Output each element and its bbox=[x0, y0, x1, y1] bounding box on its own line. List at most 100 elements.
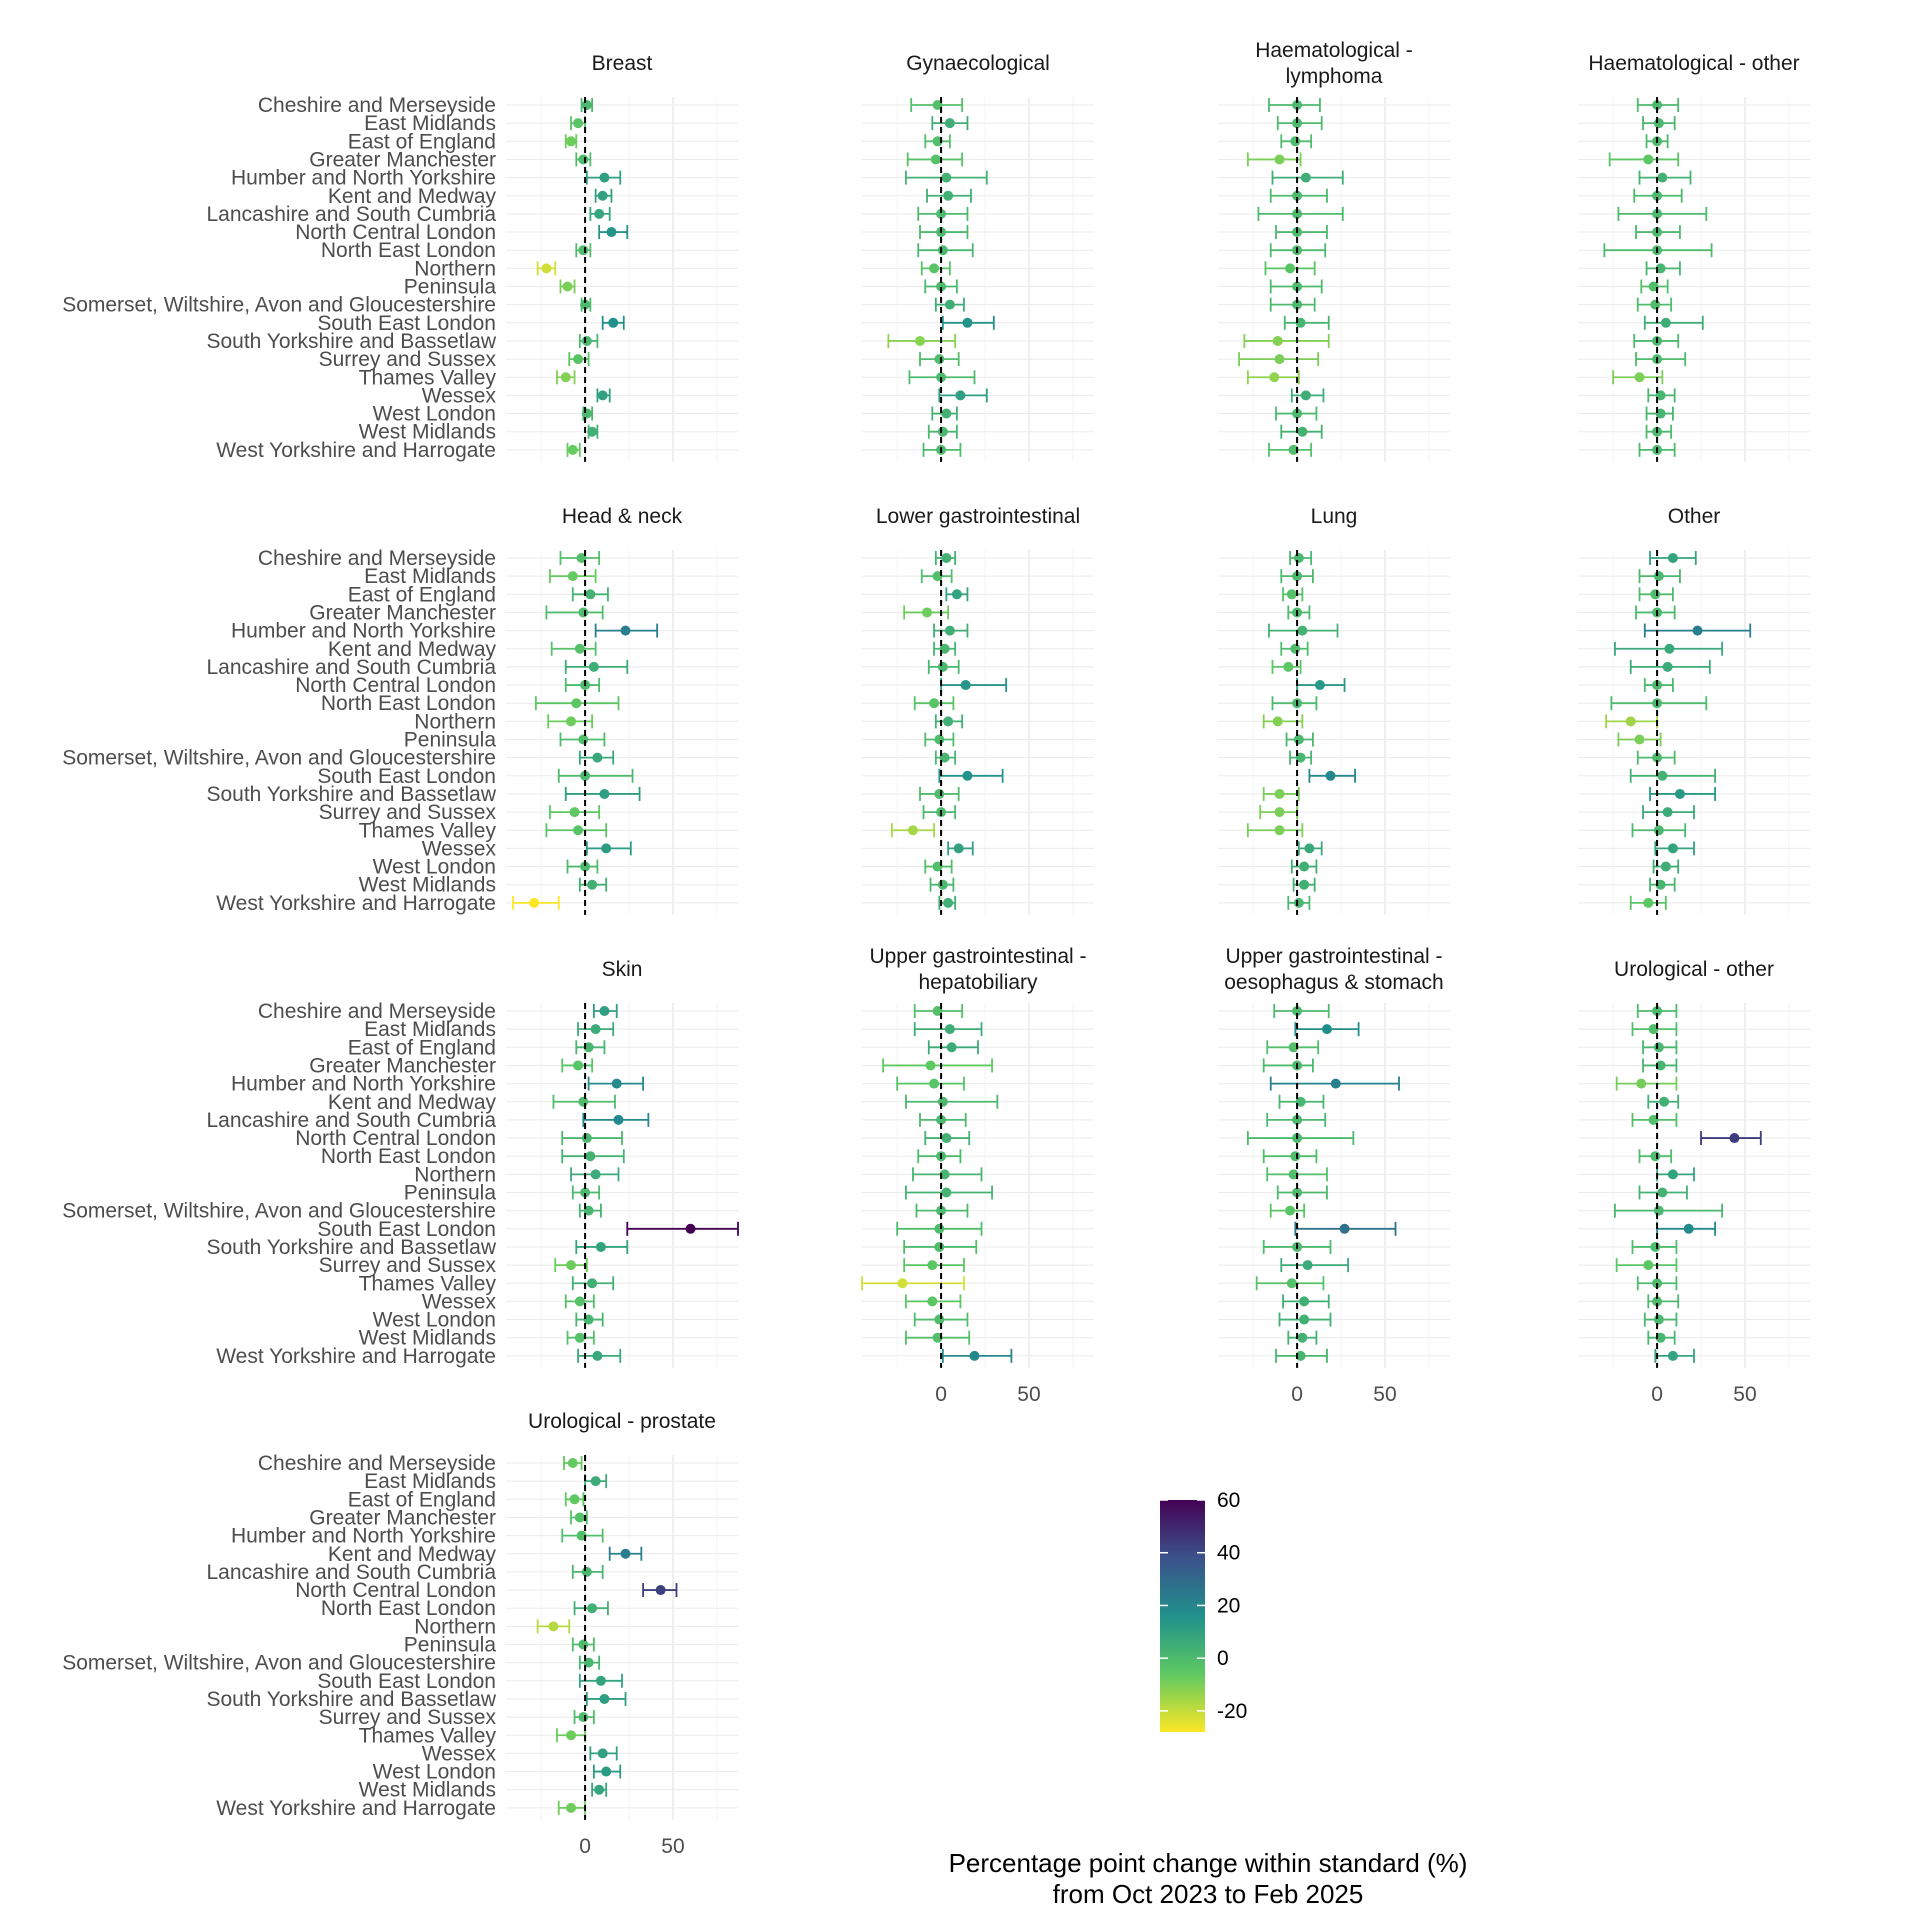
estimate-point bbox=[1655, 879, 1666, 890]
estimate-point bbox=[1293, 897, 1304, 908]
estimate-point bbox=[1653, 825, 1664, 836]
facet-title: Haematological - other bbox=[1588, 52, 1799, 75]
estimate-point bbox=[1683, 1223, 1694, 1234]
facet-title: Lower gastrointestinal bbox=[876, 505, 1080, 528]
region-label: Thames Valley bbox=[359, 1272, 497, 1295]
facet-title: Lung bbox=[1311, 505, 1358, 528]
estimate-point bbox=[613, 1114, 624, 1125]
estimate-point bbox=[574, 1296, 585, 1307]
estimate-point bbox=[1655, 390, 1666, 401]
region-label: Kent and Medway bbox=[328, 638, 497, 661]
facet-title: Breast bbox=[592, 52, 653, 75]
estimate-point bbox=[1295, 1096, 1306, 1107]
estimate-point bbox=[578, 1096, 589, 1107]
facet-panel: Other bbox=[1578, 505, 1810, 915]
estimate-point bbox=[955, 390, 966, 401]
estimate-point bbox=[1667, 553, 1678, 563]
region-label: West Midlands bbox=[359, 1327, 496, 1350]
estimate-point bbox=[939, 643, 950, 654]
x-axis-title-line: from Oct 2023 to Feb 2025 bbox=[1053, 1879, 1364, 1909]
estimate-point bbox=[599, 1006, 610, 1016]
estimate-point bbox=[939, 1169, 950, 1180]
x-tick-label: 0 bbox=[1291, 1383, 1303, 1406]
facet-panel: Lower gastrointestinal bbox=[862, 505, 1094, 915]
colorbar bbox=[1160, 1500, 1205, 1732]
estimate-point bbox=[581, 408, 592, 419]
region-label: Lancashire and South Cumbria bbox=[206, 656, 496, 679]
facet-panel: Urological - prostate Cheshire and Mersey… bbox=[62, 1410, 738, 1858]
estimate-point bbox=[1292, 118, 1303, 129]
estimate-point bbox=[655, 1585, 666, 1596]
region-label: Humber and North Yorkshire bbox=[231, 620, 496, 643]
estimate-point bbox=[936, 1114, 947, 1125]
region-label: South Yorkshire and Bassetlaw bbox=[206, 783, 496, 806]
estimate-point bbox=[934, 1223, 945, 1234]
estimate-point bbox=[929, 1078, 940, 1089]
estimate-point bbox=[588, 661, 599, 672]
estimate-point bbox=[1272, 335, 1283, 346]
region-label: North East London bbox=[321, 239, 496, 262]
estimate-point bbox=[1274, 354, 1285, 365]
region-label: Peninsula bbox=[404, 276, 497, 299]
estimate-point bbox=[1269, 372, 1280, 383]
region-label: West Midlands bbox=[359, 1779, 496, 1802]
estimate-point bbox=[1295, 1350, 1306, 1361]
estimate-point bbox=[1292, 299, 1303, 310]
estimate-point bbox=[608, 317, 619, 328]
estimate-point bbox=[1274, 825, 1285, 836]
estimate-point bbox=[581, 1133, 592, 1144]
region-label: South Yorkshire and Bassetlaw bbox=[206, 1236, 496, 1259]
estimate-point bbox=[1643, 897, 1654, 908]
estimate-point bbox=[1300, 172, 1311, 183]
estimate-point bbox=[941, 553, 952, 563]
estimate-point bbox=[1292, 190, 1303, 201]
estimate-point bbox=[1653, 571, 1664, 582]
facet-title: Skin bbox=[602, 958, 643, 981]
estimate-point bbox=[566, 1730, 577, 1741]
region-label: Wessex bbox=[422, 1742, 497, 1765]
region-label: Northern bbox=[414, 1163, 496, 1186]
colorbar-legend: 60 40 20 0 -20 bbox=[1160, 1489, 1247, 1732]
estimate-point bbox=[962, 317, 973, 328]
estimate-point bbox=[932, 136, 943, 147]
estimate-point bbox=[590, 1169, 601, 1180]
estimate-point bbox=[930, 154, 941, 165]
region-label: East of England bbox=[348, 1036, 496, 1059]
region-label: Somerset, Wiltshire, Avon and Gloucester… bbox=[62, 1200, 496, 1223]
estimate-point bbox=[578, 245, 589, 256]
x-tick-label: 0 bbox=[579, 1835, 591, 1858]
estimate-point bbox=[1667, 1169, 1678, 1180]
estimate-point bbox=[592, 752, 603, 763]
estimate-point bbox=[937, 245, 948, 256]
estimate-point bbox=[946, 1042, 957, 1053]
estimate-point bbox=[583, 1042, 594, 1053]
estimate-point bbox=[936, 208, 947, 219]
region-label: Cheshire and Merseyside bbox=[258, 94, 496, 117]
colorbar-tick-label: 40 bbox=[1217, 1542, 1240, 1565]
region-label: Thames Valley bbox=[359, 366, 497, 389]
estimate-point bbox=[1304, 843, 1315, 854]
region-label: Wessex bbox=[422, 1290, 497, 1313]
estimate-point bbox=[1662, 661, 1673, 672]
region-label: Wessex bbox=[422, 384, 497, 407]
facet-panel: Gynaecological bbox=[862, 52, 1094, 462]
region-label: Somerset, Wiltshire, Avon and Gloucester… bbox=[62, 747, 496, 770]
estimate-point bbox=[1299, 1314, 1310, 1325]
estimate-point bbox=[932, 100, 943, 110]
estimate-point bbox=[934, 354, 945, 365]
estimate-point bbox=[578, 607, 589, 618]
estimate-point bbox=[595, 1241, 606, 1252]
colorbar-tick-label: 60 bbox=[1217, 1489, 1240, 1512]
estimate-point bbox=[1655, 408, 1666, 419]
x-tick-label: 50 bbox=[661, 1835, 684, 1858]
estimate-point bbox=[1272, 716, 1283, 727]
region-label: East of England bbox=[348, 1488, 496, 1511]
estimate-point bbox=[567, 571, 578, 582]
estimate-point bbox=[1274, 788, 1285, 799]
estimate-point bbox=[548, 1621, 559, 1632]
estimate-point bbox=[597, 1748, 608, 1759]
estimate-point bbox=[583, 1657, 594, 1668]
estimate-point bbox=[962, 770, 973, 781]
x-axis-title: Percentage point change within standard … bbox=[949, 1848, 1468, 1909]
